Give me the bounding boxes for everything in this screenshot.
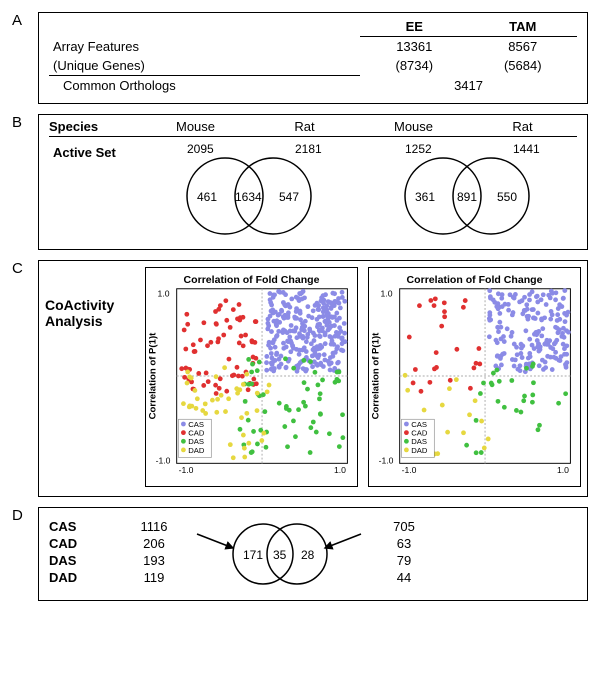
scatter-left-svg: Correlation of Fold Change Correlation of… xyxy=(145,267,358,487)
svg-text:DAD: DAD xyxy=(188,446,205,455)
d-venn: 171 35 28 xyxy=(189,512,369,592)
species-rat-2: Rat xyxy=(468,119,577,134)
venn2-right-only: 550 xyxy=(497,190,517,204)
panel-c-label: C xyxy=(12,260,23,277)
d-row-dad: DAD xyxy=(49,570,119,585)
svg-text:1.0: 1.0 xyxy=(158,288,170,298)
svg-text:1.0: 1.0 xyxy=(381,288,393,298)
panel-d-box: CAS CAD DAS DAD 1116 206 193 119 xyxy=(38,507,588,601)
d-row-cas: CAS xyxy=(49,519,119,534)
panel-c-box: CoActivity Analysis Correlation of Fold … xyxy=(38,260,588,497)
venn2-right-total: 1441 xyxy=(513,142,540,156)
svg-text:CAD: CAD xyxy=(188,429,205,438)
panel-b-label: B xyxy=(12,114,22,131)
panel-a: A EE TAM Array Features 13361 8567 (Uniq… xyxy=(12,12,588,104)
col-ee: EE xyxy=(360,17,468,37)
d-left-cas: 1116 xyxy=(119,519,189,534)
venn2-left-only: 361 xyxy=(415,190,435,204)
venn1-right-total: 2181 xyxy=(295,142,322,156)
d-left-dad: 119 xyxy=(119,570,189,585)
d-right-dad: 44 xyxy=(369,570,439,585)
d-labels: CAS CAD DAS DAD xyxy=(49,519,119,585)
coactivity-label: CoActivity Analysis xyxy=(45,267,135,490)
scatter-right: Correlation of Fold Change Correlation of… xyxy=(368,267,581,490)
venn1-left-only: 461 xyxy=(197,190,217,204)
svg-text:-1.0: -1.0 xyxy=(379,455,394,465)
array-features-tam: 8567 xyxy=(469,37,577,57)
svg-text:Correlation of Fold Change: Correlation of Fold Change xyxy=(407,274,543,286)
scatter-left: Correlation of Fold Change Correlation of… xyxy=(145,267,358,490)
panel-a-label: A xyxy=(12,12,22,29)
d-left-das: 193 xyxy=(119,553,189,568)
svg-text:-1.0: -1.0 xyxy=(179,465,194,475)
svg-text:1.0: 1.0 xyxy=(334,465,346,475)
panel-c: C CoActivity Analysis Correlation of Fol… xyxy=(12,260,588,497)
common-orthologs-value: 3417 xyxy=(360,76,577,96)
species-label: Species xyxy=(49,119,141,134)
d-right-das: 79 xyxy=(369,553,439,568)
panel-a-box: EE TAM Array Features 13361 8567 (Unique… xyxy=(38,12,588,104)
common-orthologs-label: Common Orthologs xyxy=(49,76,360,96)
venn2-inter: 891 xyxy=(457,190,477,204)
venn-tam-svg: 1252 1441 361 891 550 xyxy=(359,141,577,241)
svg-text:DAS: DAS xyxy=(188,437,204,446)
svg-text:-1.0: -1.0 xyxy=(156,455,171,465)
panel-d-label: D xyxy=(12,507,23,524)
unique-genes-tam: (5684) xyxy=(469,56,577,76)
d-right-cas: 705 xyxy=(369,519,439,534)
venn1-right-only: 547 xyxy=(279,190,299,204)
venn2-left-total: 1252 xyxy=(405,142,432,156)
svg-text:CAS: CAS xyxy=(411,420,427,429)
panel-d: D CAS CAD DAS DAD 1116 206 193 119 xyxy=(12,507,588,601)
arrow-left-icon xyxy=(197,534,233,548)
d-right-cad: 63 xyxy=(369,536,439,551)
table-a: EE TAM Array Features 13361 8567 (Unique… xyxy=(49,17,577,95)
venn1-inter: 1634 xyxy=(235,190,262,204)
svg-text:DAS: DAS xyxy=(411,437,427,446)
active-set-label: Active Set xyxy=(53,145,116,160)
venn-tam: 1252 1441 361 891 550 xyxy=(359,141,577,241)
svg-text:Correlation of P(1)t: Correlation of P(1)t xyxy=(371,332,382,420)
species-rat-1: Rat xyxy=(250,119,359,134)
d-row-cad: CAD xyxy=(49,536,119,551)
svg-text:CAD: CAD xyxy=(411,429,428,438)
d-venn-right: 28 xyxy=(301,548,315,562)
unique-genes-ee: (8734) xyxy=(360,56,468,76)
venn-ee: 2095 2181 461 1634 547 xyxy=(141,141,359,241)
array-features-ee: 13361 xyxy=(360,37,468,57)
d-venn-left: 171 xyxy=(243,548,263,562)
svg-text:DAD: DAD xyxy=(411,446,428,455)
row-array-features-label: Array Features xyxy=(49,37,360,57)
col-tam: TAM xyxy=(469,17,577,37)
d-venn-svg: 171 35 28 xyxy=(189,512,369,592)
svg-text:Correlation of Fold Change: Correlation of Fold Change xyxy=(184,274,320,286)
d-venn-inter: 35 xyxy=(273,548,287,562)
scatter-right-svg: Correlation of Fold Change Correlation of… xyxy=(368,267,581,487)
svg-text:1.0: 1.0 xyxy=(557,465,569,475)
d-row-das: DAS xyxy=(49,553,119,568)
species-mouse-2: Mouse xyxy=(359,119,468,134)
d-right-col: 705 63 79 44 xyxy=(369,519,439,585)
d-left-col: 1116 206 193 119 xyxy=(119,519,189,585)
svg-text:-1.0: -1.0 xyxy=(402,465,417,475)
venn-ee-svg: 2095 2181 461 1634 547 xyxy=(141,141,359,241)
d-left-cad: 206 xyxy=(119,536,189,551)
arrow-right-icon xyxy=(325,534,361,548)
svg-text:Correlation of P(1)t: Correlation of P(1)t xyxy=(148,332,159,420)
species-mouse-1: Mouse xyxy=(141,119,250,134)
panel-b-box: Species Mouse Rat Mouse Rat Active Set 2… xyxy=(38,114,588,250)
venn1-left-total: 2095 xyxy=(187,142,214,156)
panel-b: B Species Mouse Rat Mouse Rat Active Set… xyxy=(12,114,588,250)
species-header-row: Species Mouse Rat Mouse Rat xyxy=(49,119,577,137)
svg-text:CAS: CAS xyxy=(188,420,204,429)
row-unique-genes-label: (Unique Genes) xyxy=(49,56,360,76)
